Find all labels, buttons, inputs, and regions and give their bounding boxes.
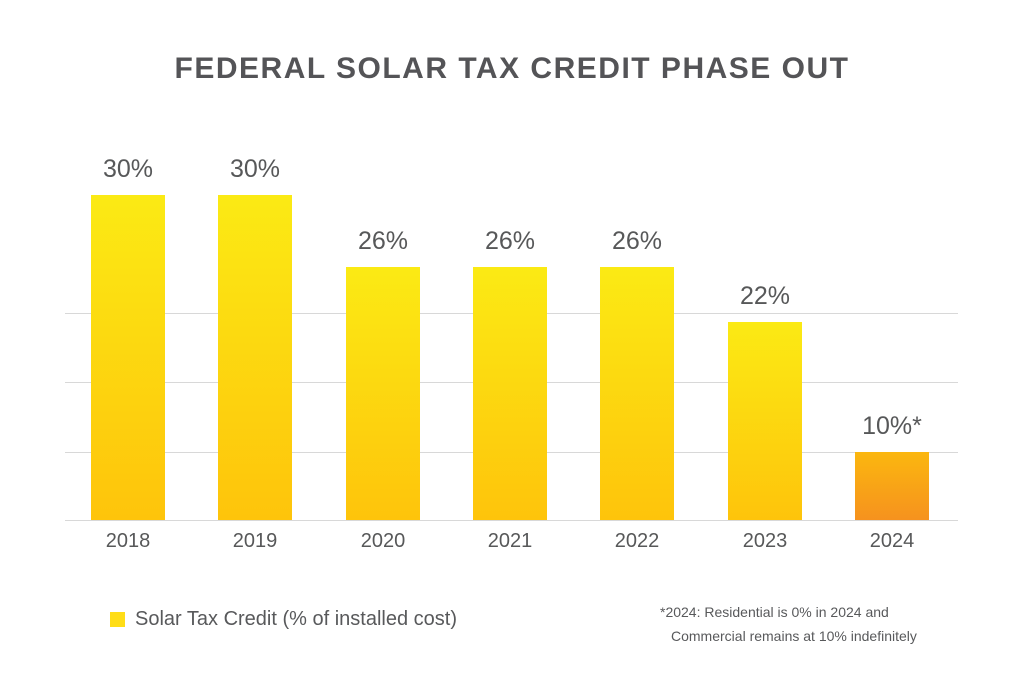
bar-2019 bbox=[218, 195, 292, 520]
bar-2022 bbox=[600, 267, 674, 520]
bar-2021 bbox=[473, 267, 547, 520]
bar-2018 bbox=[91, 195, 165, 520]
value-label-2020: 26% bbox=[357, 227, 409, 255]
value-label-2022: 26% bbox=[611, 227, 663, 255]
axis-label-2021: 2021 bbox=[487, 530, 533, 552]
footnote-line-2: Commercial remains at 10% indefinitely bbox=[671, 627, 917, 644]
legend-label: Solar Tax Credit (% of installed cost) bbox=[135, 608, 457, 630]
legend-swatch-icon bbox=[110, 612, 125, 627]
bar-2023 bbox=[728, 322, 802, 520]
axis-label-2022: 2022 bbox=[614, 530, 660, 552]
bar-2024 bbox=[855, 452, 929, 520]
axis-label-2023: 2023 bbox=[742, 530, 788, 552]
value-label-2023: 22% bbox=[739, 282, 791, 310]
value-label-2018: 30% bbox=[102, 155, 154, 183]
chart-title: FEDERAL SOLAR TAX CREDIT PHASE OUT bbox=[174, 52, 850, 85]
axis-label-2018: 2018 bbox=[105, 530, 151, 552]
axis-label-2020: 2020 bbox=[360, 530, 406, 552]
bar-chart-plot-area: 30% 2018 30% 2019 26% 2020 26% 2021 26% 2022 22% 20… bbox=[65, 0, 958, 552]
value-label-2021: 26% bbox=[484, 227, 536, 255]
value-label-2019: 30% bbox=[229, 155, 281, 183]
axis-label-2024: 2024 bbox=[869, 530, 915, 552]
bar-2020 bbox=[346, 267, 420, 520]
footnote: *2024: Residential is 0% in 2024 and Com… bbox=[660, 601, 917, 649]
value-label-2024: 10%* bbox=[862, 412, 922, 440]
axis-label-2019: 2019 bbox=[232, 530, 278, 552]
legend: Solar Tax Credit (% of installed cost) bbox=[110, 608, 457, 631]
footnote-line-1: *2024: Residential is 0% in 2024 and bbox=[660, 604, 889, 620]
x-axis-baseline bbox=[65, 520, 958, 521]
